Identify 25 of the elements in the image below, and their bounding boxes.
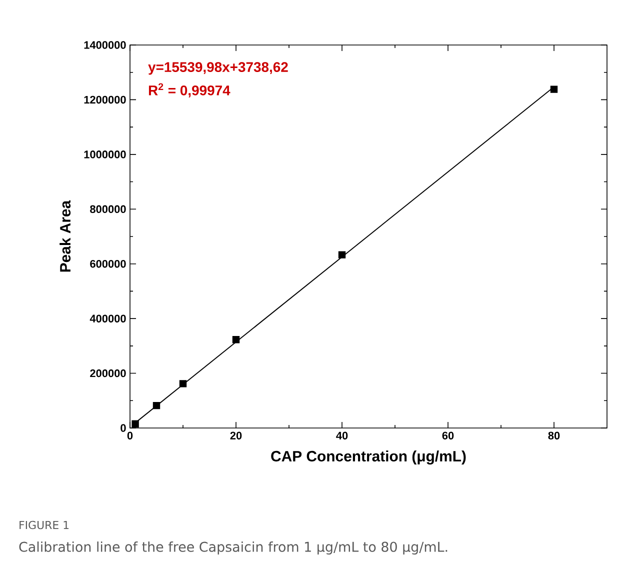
annotation: R$^{2}$ = 0,99974 [148, 83, 230, 98]
y-tick-label: 400000 [90, 314, 126, 322]
x-tick-label: 80 [548, 432, 560, 440]
x-tick-label: 40 [336, 432, 348, 440]
annotation: y=15539,98x+3738,62 [148, 62, 288, 75]
y-tick-label: 800000 [90, 205, 126, 214]
y-tick-label: 1200000 [84, 96, 126, 104]
y-axis-title: Peak Area [60, 200, 71, 272]
text: Calibration line of the free Capsaicin from 1 μg/mL to 80 μg/mL. [19, 541, 448, 555]
y-tick-label: 200000 [90, 369, 126, 378]
x-axis-title: CAP Concentration (μg/mL) [271, 450, 466, 465]
caption: FIGURE 1 [20, 520, 69, 530]
point [550, 86, 558, 93]
y-tick-label: 1400000 [84, 41, 126, 49]
point [338, 251, 346, 258]
x-tick-label: 60 [442, 432, 454, 440]
y-tick-label: 0 [120, 424, 126, 432]
point [152, 402, 160, 410]
y-tick-label: 1000000 [84, 150, 126, 158]
point [179, 380, 187, 388]
x-tick-label: 0 [127, 432, 133, 440]
point [232, 336, 240, 344]
y-tick-label: 600000 [90, 260, 126, 268]
x-tick-label: 20 [230, 432, 242, 440]
point [132, 420, 139, 428]
